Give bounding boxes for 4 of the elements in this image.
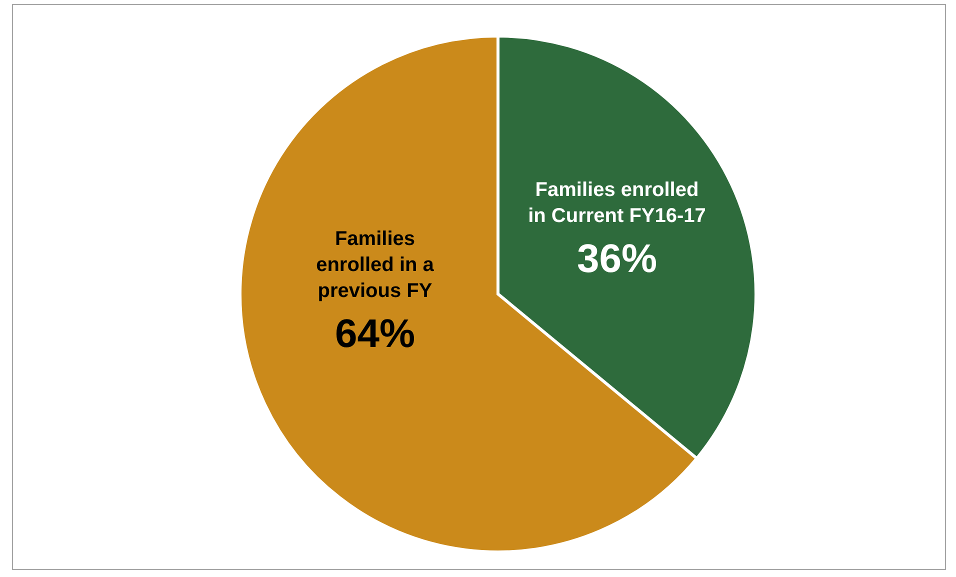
slice-label: Families enrolled in a previous FY	[316, 228, 435, 302]
data-label: 64%	[334, 312, 416, 356]
data-label: 36%	[576, 237, 658, 281]
slice-label: Families enrolled in Current FY16-17	[528, 179, 706, 227]
